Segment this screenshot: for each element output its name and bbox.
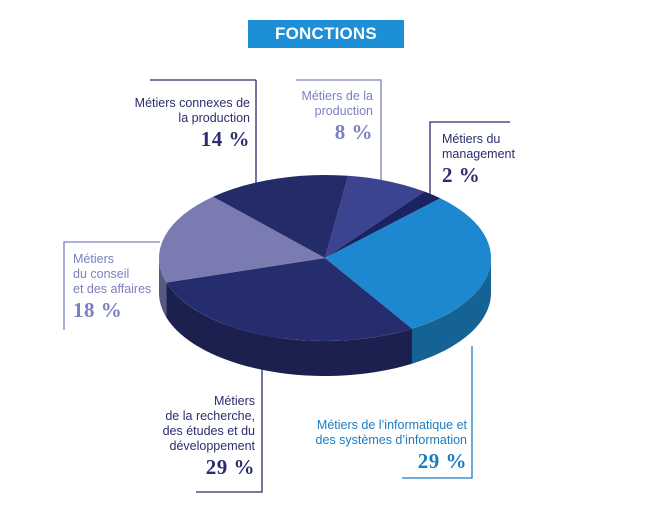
label-management-pct: 2 %: [442, 163, 481, 187]
label-connexes-pct: 14 %: [200, 127, 250, 151]
pie-slice-metiers-de-l-informatique-et-des-systemes-d-information: [325, 198, 491, 329]
label-conseil-line-1: Métiers: [73, 252, 114, 266]
pie-wall-metiers-de-l-informatique-et-des-systemes-d-information: [411, 258, 491, 364]
callout-informatique-line: [402, 346, 473, 479]
label-informatique-pct: 29 %: [417, 449, 467, 473]
label-recherche-pct: 29 %: [205, 455, 255, 479]
label-informatique-line-2: des systèmes d’information: [315, 433, 467, 447]
label-recherche-line-3: des études et du: [162, 424, 255, 438]
pie-wall-metiers-du-conseil-et-des-affaires: [159, 258, 167, 318]
label-production-line-1: Métiers de la: [301, 89, 373, 103]
label-management: Métiers du management 2 %: [442, 132, 552, 188]
label-conseil-line-2: du conseil: [73, 267, 130, 281]
callout-lines: [63, 79, 510, 493]
callout-conseil-line: [63, 241, 160, 330]
label-conseil-pct: 18 %: [73, 298, 123, 322]
pie-slices: [159, 175, 491, 376]
label-conseil: Métiers du conseil et des affaires 18 %: [73, 252, 183, 323]
label-connexes-line-2: la production: [178, 111, 250, 125]
label-recherche: Métiers de la recherche, des études et d…: [140, 394, 255, 480]
label-connexes-production: Métiers connexes de la production 14 %: [120, 96, 250, 152]
callout-production-line: [296, 79, 382, 180]
label-management-line-1: Métiers du: [442, 132, 501, 146]
label-recherche-line-4: développement: [169, 439, 255, 453]
pie-slice-metiers-du-conseil-et-des-affaires: [159, 196, 325, 283]
label-production-line-2: production: [314, 104, 373, 118]
chart-title: FONCTIONS: [248, 20, 404, 48]
label-conseil-line-3: et des affaires: [73, 282, 152, 296]
label-recherche-line-1: Métiers: [214, 394, 255, 408]
pie-slice-metiers-de-la-recherche-des-etudes-et-du-developpement: [166, 258, 412, 341]
pie-slice-metiers-du-management: [325, 191, 441, 258]
callout-management-line: [429, 121, 510, 200]
label-connexes-line-1: Métiers connexes de: [134, 96, 250, 110]
pie-wall-metiers-de-la-recherche-des-etudes-et-du-developpement: [166, 282, 412, 376]
callout-recherche-line: [196, 352, 263, 493]
label-production: Métiers de la production 8 %: [275, 89, 373, 145]
label-production-pct: 8 %: [334, 120, 373, 144]
label-management-line-2: management: [442, 147, 515, 161]
label-informatique-line-1: Métiers de l’informatique et: [316, 418, 467, 432]
pie-slice-metiers-connexes-de-la-production: [213, 175, 349, 258]
label-recherche-line-2: de la recherche,: [165, 409, 255, 423]
label-informatique: Métiers de l’informatique et des système…: [300, 418, 467, 474]
pie-slice-metiers-de-la-production: [325, 175, 425, 258]
